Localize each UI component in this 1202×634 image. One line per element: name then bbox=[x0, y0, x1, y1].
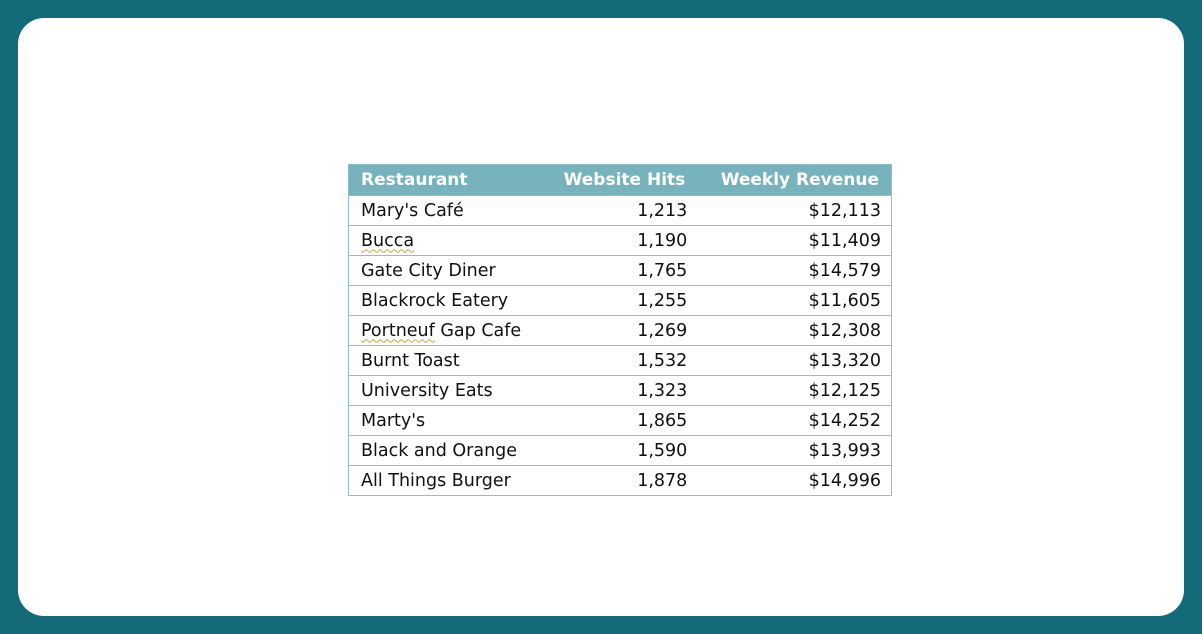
header-row: Restaurant Website Hits Weekly Revenue bbox=[348, 164, 892, 196]
website-hits-cell: 1,255 bbox=[542, 285, 698, 316]
website-hits-cell: 1,323 bbox=[542, 375, 698, 406]
restaurant-cell: Blackrock Eatery bbox=[348, 285, 543, 316]
website-hits-cell: 1,765 bbox=[542, 255, 698, 286]
website-hits-cell: 1,878 bbox=[542, 465, 698, 496]
weekly-revenue-cell: $13,320 bbox=[697, 345, 892, 376]
website-hits-cell: 1,590 bbox=[542, 435, 698, 466]
website-hits-cell: 1,213 bbox=[542, 195, 698, 226]
restaurant-cell: Black and Orange bbox=[348, 435, 543, 466]
misspelled-word: Bucca bbox=[361, 230, 415, 251]
weekly-revenue-cell: $11,409 bbox=[697, 225, 892, 256]
weekly-revenue-cell: $11,605 bbox=[697, 285, 892, 316]
website-hits-cell: 1,190 bbox=[542, 225, 698, 256]
table-row: Mary's Café 1,213 $12,113 bbox=[348, 195, 892, 226]
weekly-revenue-cell: $12,113 bbox=[697, 195, 892, 226]
header-website-hits: Website Hits bbox=[542, 164, 698, 196]
content-card: Restaurant Website Hits Weekly Revenue M… bbox=[18, 18, 1184, 616]
restaurant-cell: Burnt Toast bbox=[348, 345, 543, 376]
table-row: Marty's 1,865 $14,252 bbox=[348, 405, 892, 436]
weekly-revenue-cell: $14,252 bbox=[697, 405, 892, 436]
table-row: Burnt Toast 1,532 $13,320 bbox=[348, 345, 892, 376]
weekly-revenue-cell: $12,125 bbox=[697, 375, 892, 406]
website-hits-cell: 1,865 bbox=[542, 405, 698, 436]
table-row: Portneuf Gap Cafe 1,269 $12,308 bbox=[348, 315, 892, 346]
restaurant-cell: Bucca bbox=[348, 225, 543, 256]
restaurant-cell: Gate City Diner bbox=[348, 255, 543, 286]
weekly-revenue-cell: $14,579 bbox=[697, 255, 892, 286]
table-row: Blackrock Eatery 1,255 $11,605 bbox=[348, 285, 892, 316]
restaurant-table: Restaurant Website Hits Weekly Revenue M… bbox=[348, 164, 892, 496]
table-row: Gate City Diner 1,765 $14,579 bbox=[348, 255, 892, 286]
website-hits-cell: 1,269 bbox=[542, 315, 698, 346]
restaurant-cell: All Things Burger bbox=[348, 465, 543, 496]
table-row: University Eats 1,323 $12,125 bbox=[348, 375, 892, 406]
header-weekly-revenue: Weekly Revenue bbox=[697, 164, 892, 196]
restaurant-cell: Portneuf Gap Cafe bbox=[348, 315, 543, 346]
misspelled-word: Portneuf bbox=[361, 320, 435, 341]
restaurant-cell: Marty's bbox=[348, 405, 543, 436]
header-restaurant: Restaurant bbox=[348, 164, 543, 196]
restaurant-cell: Mary's Café bbox=[348, 195, 543, 226]
weekly-revenue-cell: $12,308 bbox=[697, 315, 892, 346]
table-row: Bucca 1,190 $11,409 bbox=[348, 225, 892, 256]
table-row: All Things Burger 1,878 $14,996 bbox=[348, 465, 892, 496]
website-hits-cell: 1,532 bbox=[542, 345, 698, 376]
weekly-revenue-cell: $13,993 bbox=[697, 435, 892, 466]
restaurant-cell: University Eats bbox=[348, 375, 543, 406]
table-row: Black and Orange 1,590 $13,993 bbox=[348, 435, 892, 466]
weekly-revenue-cell: $14,996 bbox=[697, 465, 892, 496]
